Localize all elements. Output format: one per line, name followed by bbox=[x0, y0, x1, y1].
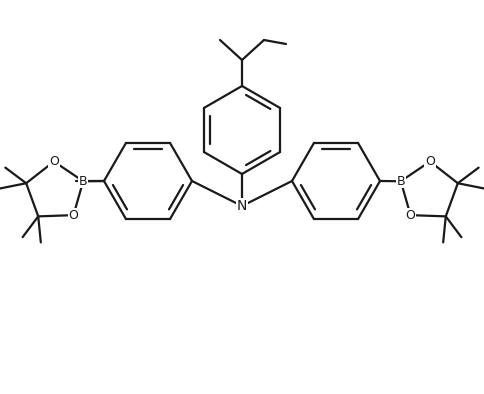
Text: O: O bbox=[69, 209, 78, 222]
Text: N: N bbox=[237, 199, 247, 213]
Text: O: O bbox=[49, 155, 59, 168]
Text: B: B bbox=[79, 175, 88, 188]
Text: O: O bbox=[425, 155, 435, 168]
Text: B: B bbox=[396, 175, 405, 188]
Text: O: O bbox=[406, 209, 415, 222]
